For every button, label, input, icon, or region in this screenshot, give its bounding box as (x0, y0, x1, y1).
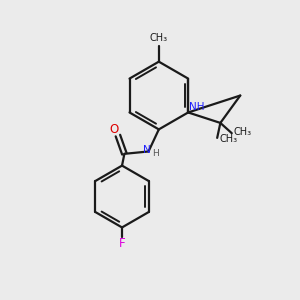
Text: N: N (142, 145, 150, 155)
Text: O: O (110, 123, 119, 136)
Text: F: F (119, 237, 125, 250)
Text: H: H (152, 149, 159, 158)
Text: CH₃: CH₃ (150, 33, 168, 43)
Text: CH₃: CH₃ (219, 134, 237, 144)
Text: NH: NH (189, 102, 204, 112)
Text: CH₃: CH₃ (234, 127, 252, 137)
